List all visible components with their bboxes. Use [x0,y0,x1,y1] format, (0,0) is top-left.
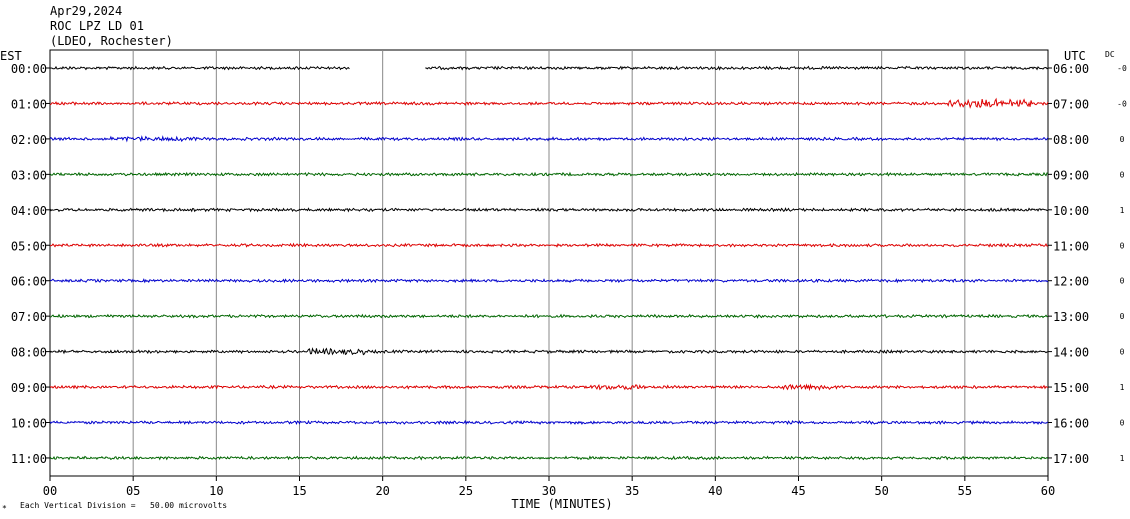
right-axis-title: UTC [1064,49,1086,63]
est-label: 10:00 [11,417,47,431]
x-tick-label-15: 15 [292,484,306,498]
traces [49,65,1049,461]
trace-1000 [49,419,1049,426]
dc-value: 1 [1120,206,1125,215]
utc-label: 06:00 [1053,62,1089,76]
utc-label: 11:00 [1053,239,1089,253]
est-label: 05:00 [11,239,47,253]
trace-0200 [49,135,1049,143]
grid-lines [132,50,966,476]
footnote: Each Vertical Division = 50.00 microvolt… [20,501,227,510]
left-axis-title: EST [0,49,22,63]
dc-value: 0 [1120,241,1125,250]
utc-label: 15:00 [1053,381,1089,395]
footnote-mark: * [2,504,7,513]
dc-label: DC [1105,50,1115,59]
utc-label: 12:00 [1053,275,1089,289]
est-label: 08:00 [11,346,47,360]
x-axis-label: TIME (MINUTES) [511,497,612,511]
dc-value: 0 [1120,312,1125,321]
x-tick-label-05: 05 [126,484,140,498]
utc-label: 17:00 [1053,452,1089,466]
dc-value: 0 [1120,170,1125,179]
x-tick-label-60: 60 [1041,484,1055,498]
est-label: 00:00 [11,62,47,76]
chart-date: Apr29,2024 [50,4,122,18]
utc-labels: 06:00 07:00 08:00 09:00 10:00 11:00 12:00 13:00… [1048,62,1089,466]
dc-value: 1 [1120,383,1125,392]
x-tick-label-00: 00 [43,484,57,498]
chart-header: Apr29,2024 ROC LPZ LD 01 (LDEO, Rocheste… [50,4,173,48]
trace-0100 [49,97,1049,109]
est-label: 07:00 [11,310,47,324]
trace-0500 [49,242,1049,248]
est-label: 09:00 [11,381,47,395]
utc-label: 10:00 [1053,204,1089,218]
x-tick-label-35: 35 [625,484,639,498]
est-label: 02:00 [11,133,47,147]
x-tick-label-25: 25 [459,484,473,498]
x-tick-label-10: 10 [209,484,223,498]
x-tick-label-20: 20 [375,484,389,498]
utc-label: 14:00 [1053,346,1089,360]
dc-value: 0 [1120,277,1125,286]
dc-value: 0 [1120,419,1125,428]
dc-value: -0 [1117,64,1127,73]
x-tick-label-45: 45 [791,484,805,498]
utc-label: 16:00 [1053,417,1089,431]
utc-label: 07:00 [1053,97,1089,111]
trace-0700 [49,313,1049,319]
est-label: 11:00 [11,452,47,466]
x-tick-label-40: 40 [708,484,722,498]
utc-label: 09:00 [1053,168,1089,182]
est-label: 06:00 [11,275,47,289]
trace-0600 [49,278,1049,284]
trace-0000 [49,65,1049,71]
est-label: 01:00 [11,97,47,111]
est-label: 04:00 [11,204,47,218]
utc-label: 13:00 [1053,310,1089,324]
chart-station: ROC LPZ LD 01 [50,19,144,33]
utc-label: 08:00 [1053,133,1089,147]
dc-value: 0 [1120,135,1125,144]
trace-0400 [49,207,1049,213]
trace-1100 [49,455,1049,461]
x-tick-label-30: 30 [542,484,556,498]
dc-value: -0 [1117,99,1127,108]
dc-values: -0 -0 0 0 1 0 0 0 0 1 0 1 [1117,64,1127,463]
x-tick-label-50: 50 [874,484,888,498]
dc-value: 1 [1120,454,1125,463]
x-axis: 00 05 10 15 20 25 30 35 40 45 50 55 60 [43,476,1055,498]
x-tick-label-55: 55 [958,484,972,498]
est-labels: 00:00 01:00 02:00 03:00 04:00 05:00 06:00 07:00… [11,62,50,466]
chart-network: (LDEO, Rochester) [50,34,173,48]
est-label: 03:00 [11,168,47,182]
trace-0800 [49,347,1049,356]
trace-0300 [49,171,1049,177]
trace-0900 [49,383,1049,392]
dc-value: 0 [1120,348,1125,357]
